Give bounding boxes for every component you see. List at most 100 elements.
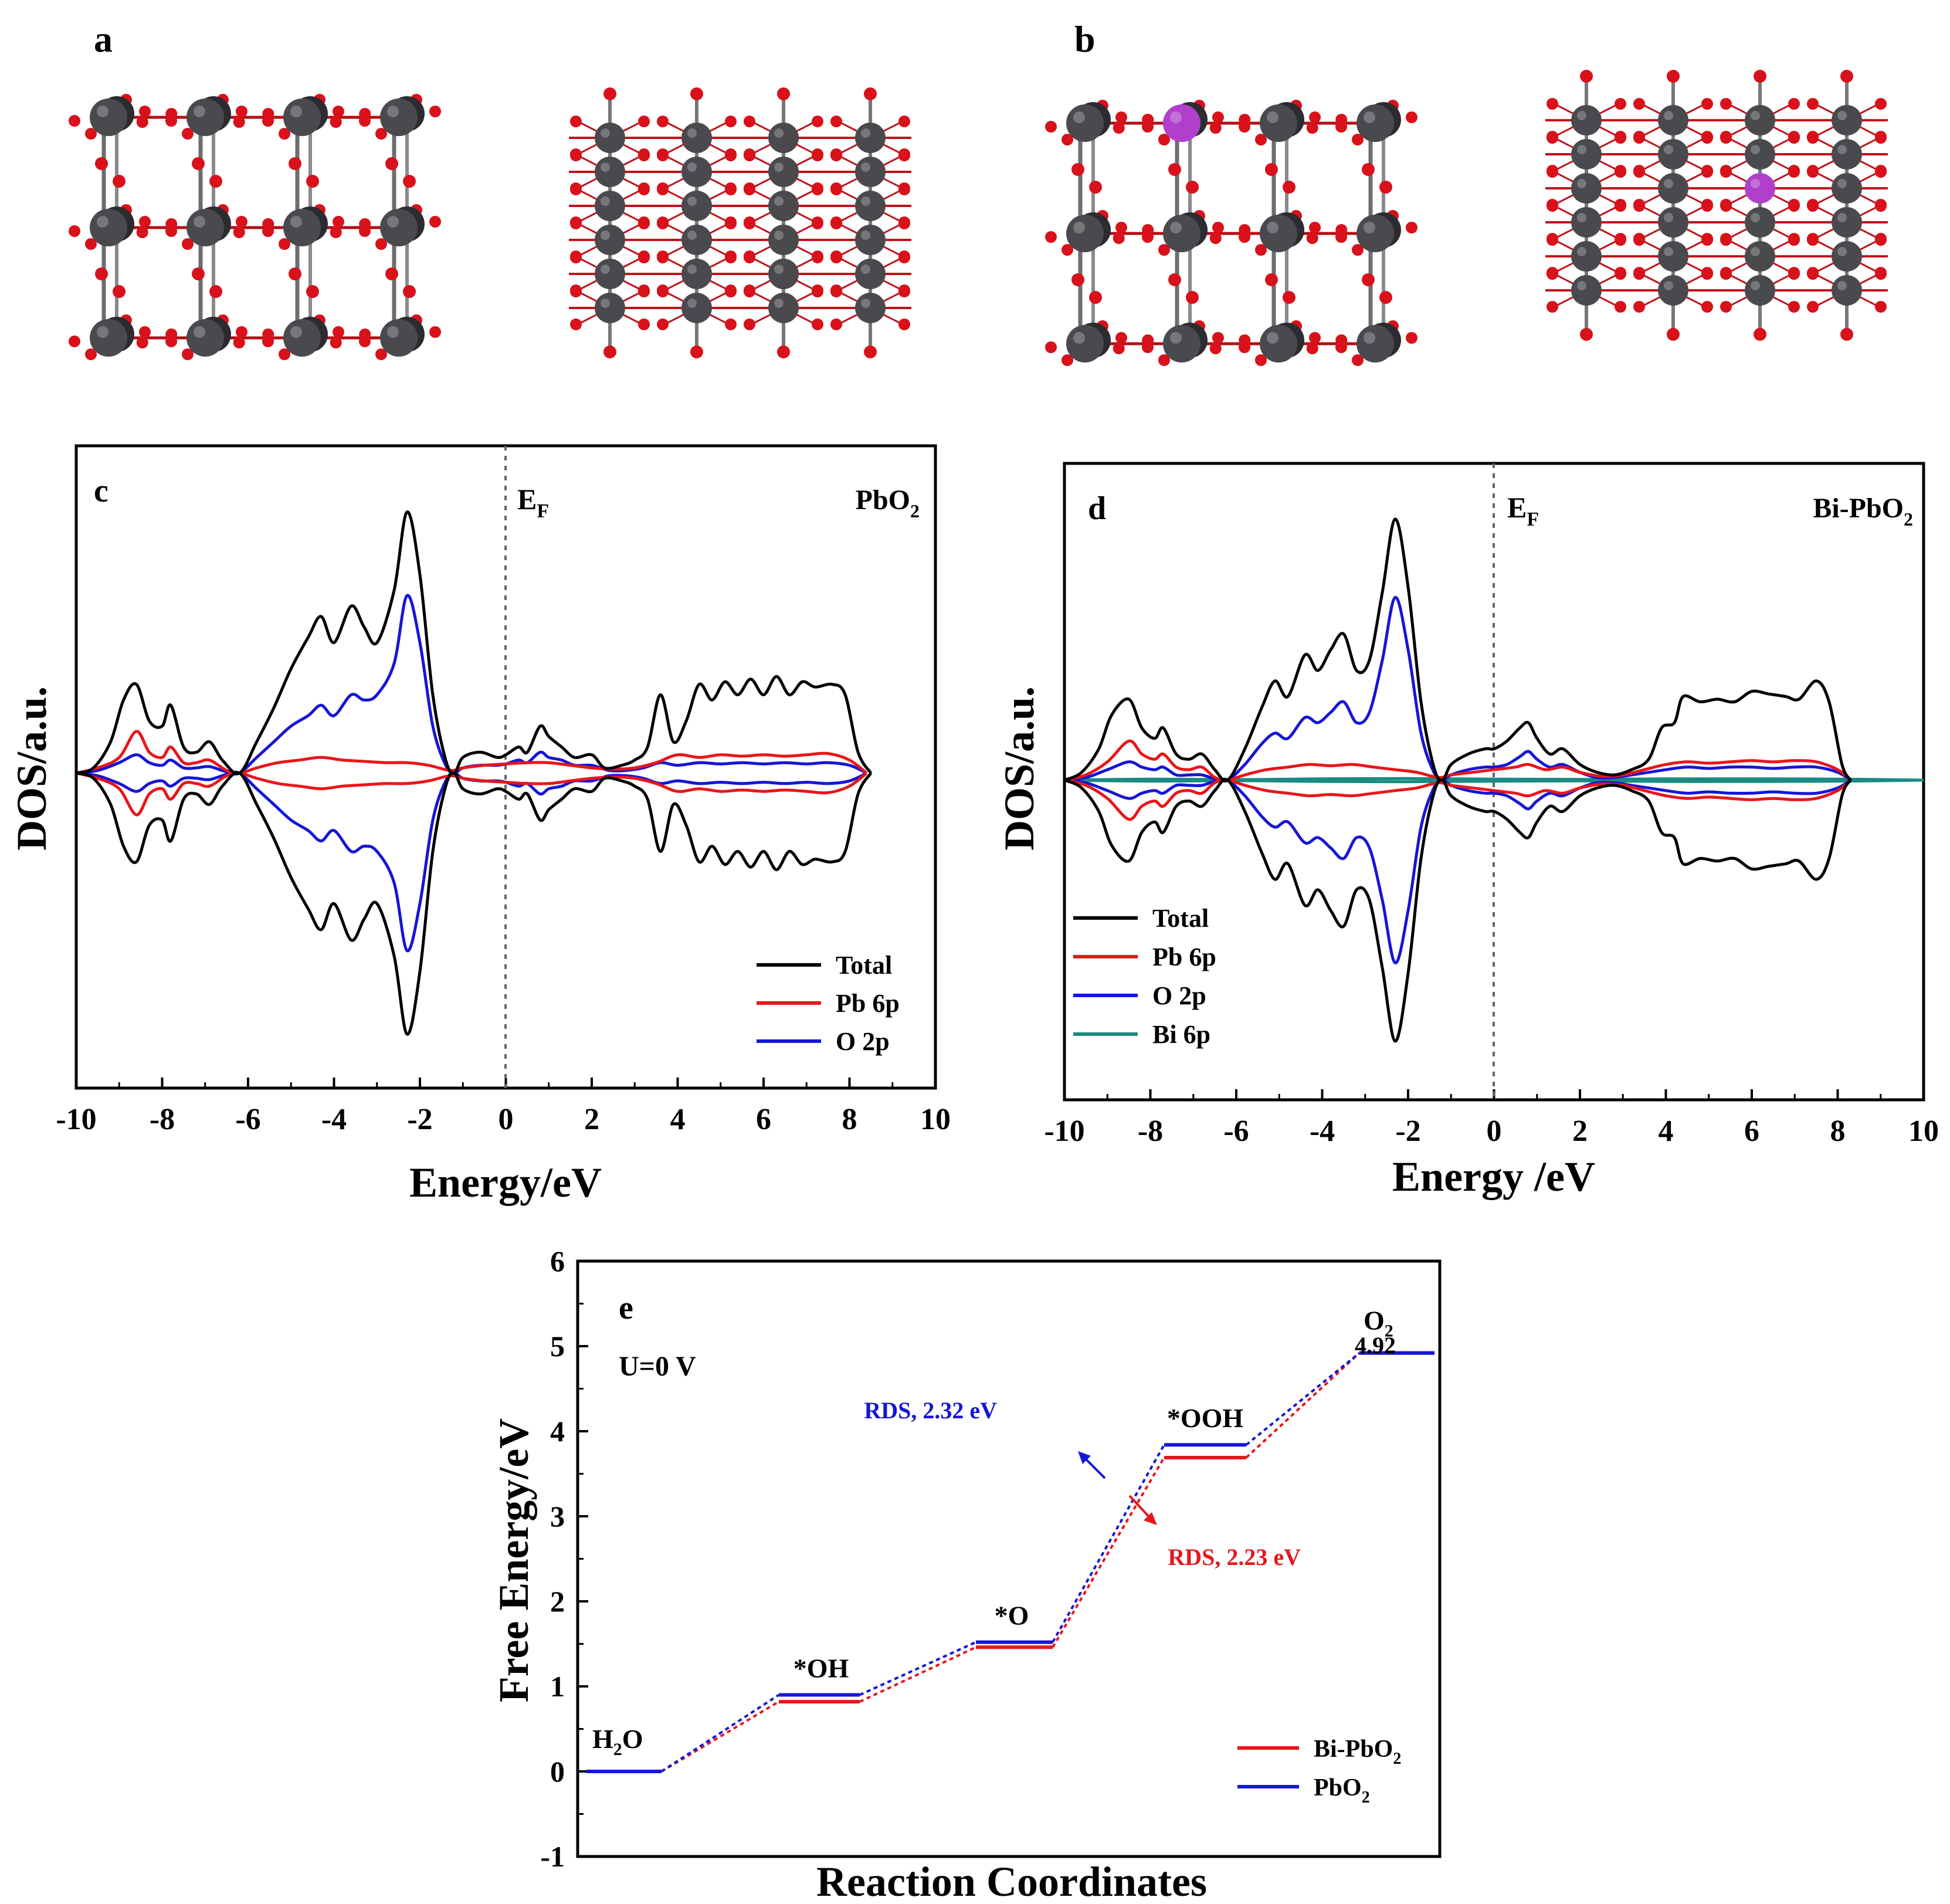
rds-pbo2-annotation: RDS, 2.32 eV: [864, 1397, 997, 1424]
step-label: *O: [995, 1601, 1029, 1631]
x-tick-label: 4: [670, 1103, 686, 1136]
dos-chart-pbo2: -10 -8 -6 -4 -2 0 2 4 6 8 10 c EF PbO2 Energy/eV D…: [8, 444, 951, 1206]
rds-pbo2-arrowhead: [1078, 1451, 1091, 1464]
y-axis-title: DOS/a.u.: [996, 686, 1043, 851]
panel-c-label: c: [94, 473, 108, 509]
total-spin-up-line: [76, 510, 873, 775]
y-tick-label: 5: [550, 1330, 565, 1363]
legend-label: O 2p: [836, 1027, 890, 1056]
y-tick-label: 0: [550, 1755, 565, 1788]
x-tick-label: -8: [150, 1103, 175, 1136]
legend: Bi-PbO2 PbO2: [1237, 1736, 1401, 1807]
condition-label: U=0 V: [619, 1351, 696, 1382]
total-spin-down-line: [1063, 778, 1852, 1043]
panel-e-label: e: [619, 1290, 633, 1326]
final-energy-value: 4.92: [1355, 1332, 1396, 1358]
pb-6p-spin-down-line: [76, 771, 868, 817]
free-energy-diagram: -1 0 1 2 3 4 5 6 H2O *OH *O *OOH O2 e U=0 V Reactio…: [490, 1245, 1442, 1904]
x-tick-label: -8: [1138, 1114, 1163, 1148]
bi-6p-spin-down-line: [1064, 778, 1924, 784]
fermi-level-label: EF: [517, 483, 549, 522]
x-tick-label: 6: [1744, 1114, 1759, 1148]
step-label: *OOH: [1167, 1403, 1244, 1433]
fermi-level-label: EF: [1507, 491, 1539, 530]
x-tick-label: 6: [756, 1103, 771, 1136]
y-tick-label: 2: [550, 1585, 565, 1618]
panel-b-label: b: [1074, 18, 1096, 60]
rds-bi-pbo2-annotation: RDS, 2.23 eV: [1168, 1544, 1301, 1570]
step-label: *OH: [793, 1654, 849, 1683]
chart-title: Bi-PbO2: [1813, 493, 1913, 530]
pbo2-structure-side-view: [69, 94, 441, 360]
x-tick-label: -4: [321, 1103, 347, 1136]
y-tick-label: 1: [550, 1670, 565, 1703]
dos-curves: [76, 510, 873, 1036]
x-tick-label: 0: [1487, 1114, 1502, 1148]
x-axis-title: Energy /eV: [1392, 1153, 1595, 1200]
step-label: H2O: [592, 1724, 643, 1759]
x-tick-label: -2: [1395, 1114, 1420, 1148]
legend-label: Pb 6p: [836, 989, 900, 1018]
total-spin-down-line: [76, 771, 873, 1036]
transition-line: [1052, 1456, 1165, 1648]
x-tick-label: -4: [1310, 1114, 1335, 1148]
x-tick-label: 8: [842, 1103, 857, 1136]
legend-label: Bi 6p: [1152, 1020, 1210, 1049]
x-axis: -10 -8 -6 -4 -2 0 2 4 6 8 10: [56, 1078, 951, 1136]
step-labels: H2O *OH *O *OOH O2: [592, 1306, 1393, 1759]
legend-label: Total: [836, 951, 892, 980]
o-2p-spin-down-line: [1064, 777, 1851, 965]
transition-line: [859, 1646, 976, 1703]
x-axis-title: Reaction Coordinates: [816, 1858, 1207, 1904]
x-tick-label: -6: [235, 1103, 260, 1136]
energy-steps: [586, 1351, 1434, 1773]
panel-d-label: d: [1088, 490, 1106, 527]
y-tick-label: 3: [550, 1500, 565, 1533]
transition-line: [1245, 1352, 1361, 1459]
dos-curves: [1063, 517, 1924, 1043]
transition-line: [1245, 1352, 1361, 1446]
transition-line: [859, 1641, 976, 1696]
step-label: O2: [1364, 1306, 1393, 1341]
y-tick-label: 4: [550, 1415, 565, 1448]
x-tick-label: 0: [498, 1103, 514, 1136]
rds-bi-pbo2-arrowhead: [1144, 1512, 1157, 1525]
x-axis: -10 -8 -6 -4 -2 0 2 4 6 8 10: [1044, 1089, 1939, 1148]
x-tick-label: 2: [1572, 1114, 1588, 1148]
total-spin-up-line: [1063, 517, 1852, 782]
bi-pbo2-structure-top-view: [1545, 70, 1888, 341]
legend: Total Pb 6p O 2p Bi 6p: [1073, 904, 1216, 1049]
legend-label: PbO2: [1314, 1774, 1370, 1807]
chart-title: PbO2: [856, 485, 920, 521]
x-tick-label: 2: [584, 1103, 599, 1136]
x-tick-label: 10: [920, 1103, 951, 1136]
y-tick-label: -1: [540, 1840, 565, 1873]
x-tick-label: -6: [1223, 1114, 1249, 1148]
panel-a-label: a: [94, 18, 113, 60]
x-tick-label: -10: [56, 1103, 96, 1136]
y-tick-label: 6: [550, 1245, 565, 1278]
o-2p-spin-down-line: [76, 770, 867, 953]
pb-6p-spin-up-line: [76, 730, 868, 775]
x-tick-label: -2: [407, 1103, 432, 1136]
x-tick-label: 8: [1830, 1114, 1846, 1148]
o-2p-spin-up-line: [1064, 595, 1851, 783]
legend-label: Bi-PbO2: [1314, 1736, 1401, 1768]
rds-pbo2-arrow: [1083, 1456, 1106, 1479]
legend-label: O 2p: [1152, 981, 1206, 1010]
bi-pbo2-structure-side-view: [1045, 100, 1417, 366]
dos-chart-bi-pbo2: -10 -8 -6 -4 -2 0 2 4 6 8 10 d EF Bi-PbO2 Energy /…: [996, 462, 1939, 1200]
x-tick-label: -10: [1044, 1114, 1084, 1148]
legend-label: Total: [1152, 904, 1209, 933]
transition-line: [660, 1693, 780, 1773]
x-tick-label: 10: [1908, 1114, 1939, 1148]
x-tick-label: 4: [1659, 1114, 1674, 1148]
y-axis-title: Free Energy/eV: [490, 1418, 537, 1703]
pbo2-structure-top-view: [569, 87, 911, 358]
legend: Total Pb 6p O 2p: [757, 951, 900, 1056]
rds-bi-pbo2-arrow: [1128, 1495, 1152, 1520]
y-axis-title: DOS/a.u.: [8, 686, 55, 851]
y-axis: -1 0 1 2 3 4 5 6: [540, 1245, 588, 1873]
legend-label: Pb 6p: [1152, 943, 1216, 971]
